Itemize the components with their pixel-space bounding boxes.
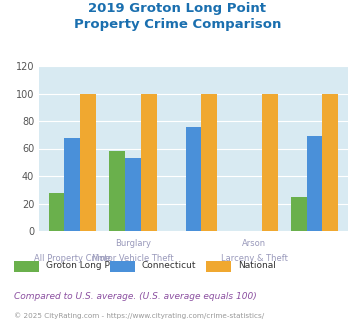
Text: Groton Long Point: Groton Long Point [46,261,127,270]
Text: © 2025 CityRating.com - https://www.cityrating.com/crime-statistics/: © 2025 CityRating.com - https://www.city… [14,312,264,318]
Text: Motor Vehicle Theft: Motor Vehicle Theft [92,254,174,263]
Text: Larceny & Theft: Larceny & Theft [220,254,288,263]
Bar [109,151,125,231]
Bar [125,158,141,231]
Bar [65,138,80,231]
Text: Burglary: Burglary [115,239,151,248]
Bar [186,126,201,231]
Text: 2019 Groton Long Point: 2019 Groton Long Point [88,2,267,15]
Bar [322,93,338,231]
Bar [307,136,322,231]
Text: All Property Crime: All Property Crime [34,254,111,263]
Text: Connecticut: Connecticut [142,261,197,270]
Bar [80,93,96,231]
Bar [262,93,278,231]
Text: Compared to U.S. average. (U.S. average equals 100): Compared to U.S. average. (U.S. average … [14,292,257,301]
Bar [141,93,157,231]
Bar [201,93,217,231]
Bar [49,192,65,231]
Text: National: National [238,261,276,270]
Text: Arson: Arson [242,239,266,248]
Bar [291,197,307,231]
Text: Property Crime Comparison: Property Crime Comparison [74,18,281,31]
